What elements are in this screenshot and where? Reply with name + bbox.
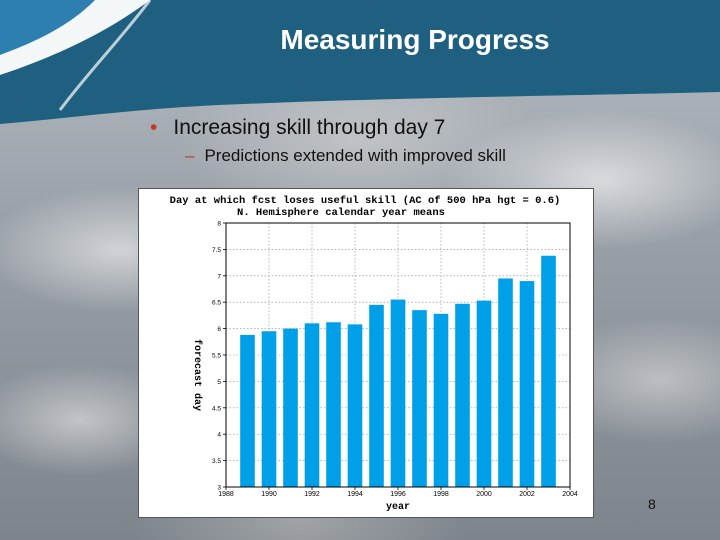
x-tick-label: 1990 [261,491,277,498]
y-tick-label: 3.5 [212,458,221,465]
chart-panel: Day at which fcst loses useful skill (AC… [138,188,594,518]
y-axis-label: forecast day [191,339,203,411]
x-tick-label: 1988 [218,491,234,498]
tick-labels: 3 3.5 4 4.5 5 5.5 6 6.5 7 7.5 8 1988 1990 1992 1994 199… [212,221,578,499]
bar [261,331,277,487]
slide-title: Measuring Progress [280,24,550,55]
x-tick-label: 1992 [304,491,320,498]
bullet-text: Increasing skill through day 7 [173,116,446,139]
x-tick-label: 2000 [476,491,492,498]
y-tick-label: 3 [217,485,221,492]
x-tick-label: 1998 [433,491,449,498]
bullet-marker: • [150,116,158,139]
bar [304,323,320,487]
y-tick-label: 5 [217,379,221,386]
bar [519,281,535,487]
y-tick-label: 4 [217,432,221,439]
bar [455,303,470,487]
bar-chart: Day at which fcst loses useful skill (AC… [170,195,578,513]
bar [369,304,384,487]
bar [412,310,427,487]
y-tick-label: 5.5 [212,353,221,360]
x-tick-label: 1994 [347,491,363,498]
title-banner [0,0,720,124]
x-tick-label: 1996 [390,491,406,498]
bar [541,255,556,487]
bar [347,324,363,487]
sub-bullet-item: – Predictions extended with improved skil… [185,146,506,166]
y-tick-label: 6 [217,326,221,333]
y-tick-label: 7 [217,273,221,280]
page-number: 8 [648,496,656,512]
bar [476,300,492,487]
bar [240,334,255,487]
x-tick-label: 2004 [562,491,578,498]
x-axis-label: year [386,502,410,513]
chart-subtitle: N. Hemisphere calendar year means [237,207,445,219]
bar [433,313,449,487]
bar [283,328,298,487]
sub-bullet-marker: – [185,146,195,165]
x-tick-label: 2002 [519,491,535,498]
bullet-item: • Increasing skill through day 7 [150,116,445,140]
bars [240,255,556,487]
y-tick-label: 4.5 [212,405,221,412]
chart-title: Day at which fcst loses useful skill (AC… [170,195,561,207]
y-tick-label: 8 [217,221,221,228]
bar [498,278,513,487]
y-tick-label: 6.5 [212,300,221,307]
sub-bullet-text: Predictions extended with improved skill [204,146,506,165]
bar [390,299,406,487]
y-tick-label: 7.5 [212,247,221,254]
bar [326,322,341,487]
